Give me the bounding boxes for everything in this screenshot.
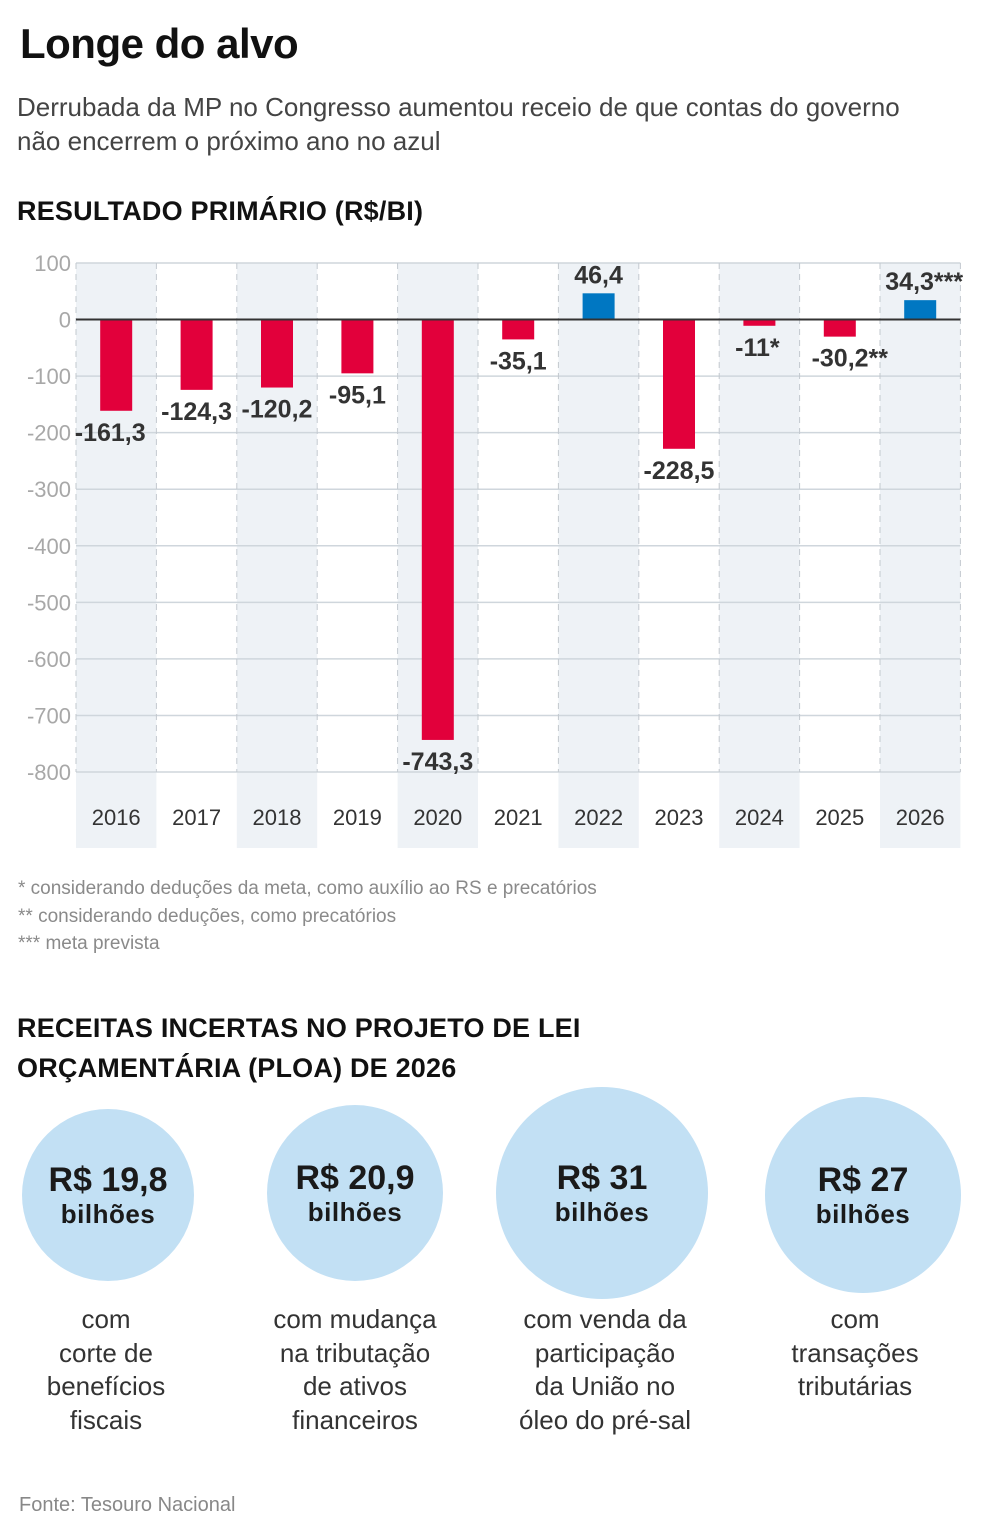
bars [100,293,937,740]
data-label: -120,2 [242,396,313,424]
page-title: Longe do alvo [20,20,299,67]
data-label: -743,3 [402,748,473,776]
bubble-amount: R$ 27 [817,1161,909,1199]
y-tick-label: -300 [27,477,71,502]
bar-2026 [904,300,937,320]
y-tick-label: -800 [27,760,71,785]
bar-2024 [743,319,776,326]
revenue-description-pre-salt: com venda da participação da União no ól… [519,1304,691,1435]
footnote-1: * considerando deduções da meta, como au… [18,878,597,899]
footnote-3: *** meta prevista [18,933,160,954]
revenue-description-tax-transactions: com transações tributárias [791,1304,919,1401]
x-tick-label: 2024 [735,805,784,830]
x-tick-label: 2021 [494,805,543,830]
bar-2018 [261,319,293,388]
bar-2025 [823,319,856,337]
y-tick-label: -600 [27,647,71,672]
x-tick-label: 2026 [896,805,945,830]
bar-2023 [663,319,695,449]
revenue-bubble-pre-salt: R$ 31 bilhões [496,1087,708,1299]
column-band [880,263,961,848]
revenue-bubble-tax-transactions: R$ 27 bilhões [765,1097,961,1293]
gridlines [76,262,961,773]
x-tick-label: 2025 [815,805,864,830]
column-dividers [75,263,961,772]
data-label: -95,1 [329,381,386,409]
column-band [719,263,800,848]
column-bands [76,263,961,848]
y-tick-label: -700 [27,703,71,728]
x-tick-label: 2022 [574,805,623,830]
bar-2016 [100,319,133,411]
x-axis-labels: 2016 2017 2018 2019 2020 2021 2022 2023 2024 2025… [92,805,945,830]
y-tick-label: -400 [27,534,71,559]
y-tick-label: -200 [27,421,71,446]
bubble-unit: bilhões [307,1197,403,1227]
column-band [558,263,639,848]
x-tick-label: 2019 [333,805,382,830]
bar-2021 [502,319,535,340]
chart-title: RESULTADO PRIMÁRIO (R$/BI) [17,196,424,226]
x-tick-label: 2017 [172,805,221,830]
data-label: -35,1 [490,347,547,375]
x-tick-label: 2020 [413,805,462,830]
y-tick-label: -100 [27,364,71,389]
bubble-amount: R$ 19,8 [48,1161,168,1199]
bubble-amount: R$ 31 [556,1159,648,1197]
bubble-amount: R$ 20,9 [295,1159,415,1197]
y-tick-label: -500 [27,590,71,615]
bar-2020 [421,319,454,740]
footnotes: * considerando deduções da meta, como au… [18,875,597,958]
x-tick-label: 2023 [655,805,704,830]
revenue-description-benefits-cut: com corte de benefícios fiscais [46,1304,166,1435]
source-credit: Fonte: Tesouro Nacional [19,1494,236,1516]
bubble-unit: bilhões [554,1197,650,1227]
page-subtitle: Derrubada da MP no Congresso aumentou re… [17,92,900,156]
revenue-bubble-financial-assets: R$ 20,9 bilhões [267,1105,443,1281]
data-label: -11* [735,334,780,362]
bubble-unit: bilhões [815,1199,911,1229]
revenue-bubble-benefits-cut: R$ 19,8 bilhões [22,1109,194,1281]
data-label: -124,3 [161,398,232,426]
y-tick-label: 100 [34,251,71,276]
revenue-description-financial-assets: com mudança na tributação de ativos fina… [273,1304,437,1435]
bar-2022 [582,293,615,320]
data-labels: -161,3 -124,3 -120,2 -95,1 -743,3 -35,1 46,4 -2… [75,261,964,776]
y-axis-ticks: 100 0 -100 -200 -300 -400 -500 -600 -700 -800 [27,251,71,785]
revenue-bubbles: R$ 19,8 bilhões R$ 20,9 bilhões R$ 31 bi… [0,1085,984,1445]
y-tick-label: 0 [59,308,71,333]
footnote-2: ** considerando deduções, como precatóri… [18,905,397,927]
bar-2017 [180,319,213,390]
data-label: -228,5 [644,457,715,485]
bar-2019 [341,319,374,374]
bubble-unit: bilhões [60,1199,156,1229]
x-tick-label: 2016 [92,805,141,830]
x-tick-label: 2018 [253,805,302,830]
revenues-title: RECEITAS INCERTAS NO PROJETO DE LEI ORÇA… [17,1013,581,1083]
data-label: 34,3*** [885,268,963,296]
data-label: -30,2** [812,345,889,373]
primary-result-bar-chart: 100 0 -100 -200 -300 -400 -500 -600 -700 -800 -16… [27,251,964,848]
data-label: -161,3 [75,419,146,447]
data-label: 46,4 [574,261,623,289]
